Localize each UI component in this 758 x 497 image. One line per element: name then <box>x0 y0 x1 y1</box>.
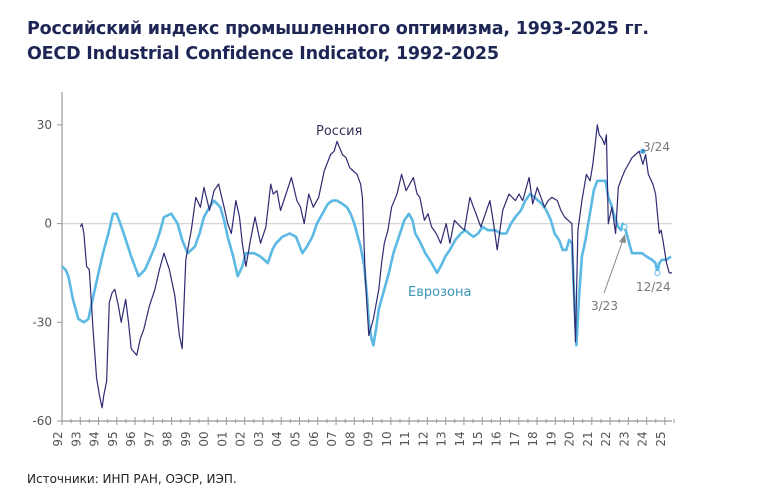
annotation-label-12-24: 12/24 <box>636 280 671 294</box>
annotation-label-3-24: 3/24 <box>643 140 670 154</box>
x-tick-label: 97 <box>142 431 156 446</box>
x-tick-label: 04 <box>270 431 284 446</box>
annotation-arrowhead-3-23 <box>619 234 626 243</box>
y-tick-label: -60 <box>32 414 52 428</box>
series-line-russia <box>79 124 672 409</box>
x-tick-label: 23 <box>617 431 631 446</box>
x-tick-label: 99 <box>179 431 193 446</box>
x-tick-label: 00 <box>197 431 211 446</box>
series-label-eurozone: Еврозона <box>408 285 471 300</box>
x-tick-label: 93 <box>69 431 83 446</box>
annotation-arrow-3-23 <box>603 239 624 294</box>
series-line-eurozone <box>61 179 672 347</box>
x-tick-label: 21 <box>581 431 595 446</box>
x-tick-label: 13 <box>435 431 449 446</box>
chart-title-en: OECD Industrial Confidence Indicator, 19… <box>27 44 499 64</box>
x-tick-label: 17 <box>508 431 522 446</box>
x-tick-label: 98 <box>161 431 175 446</box>
x-tick-label: 09 <box>362 431 376 446</box>
x-tick-label: 07 <box>325 431 339 446</box>
x-tick-label: 05 <box>289 431 303 446</box>
x-tick-label: 22 <box>599 431 613 446</box>
x-tick-label: 18 <box>526 431 540 446</box>
x-tick-label: 96 <box>124 431 138 446</box>
annotation-marker-12-24 <box>654 269 661 276</box>
x-tick-label: 92 <box>51 431 65 446</box>
y-tick-label: 0 <box>44 217 52 231</box>
annotation-marker-3-23 <box>621 223 628 230</box>
x-tick-label: 20 <box>563 431 577 446</box>
x-tick-label: 12 <box>416 431 430 446</box>
x-tick-label: 08 <box>343 431 357 446</box>
annotation-label-3-23: 3/23 <box>591 299 618 313</box>
annotation-marker-3-24 <box>640 148 646 154</box>
y-tick-label: -30 <box>32 315 52 329</box>
x-tick-label: 19 <box>544 431 558 446</box>
source-note: Источники: ИНП РАН, ОЭСР, ИЭП. <box>27 472 237 486</box>
x-tick-label: 01 <box>215 431 229 446</box>
x-tick-label: 14 <box>453 431 467 446</box>
x-tick-label: 11 <box>398 431 412 446</box>
series-label-russia: Россия <box>316 124 362 139</box>
x-tick-label: 94 <box>88 431 102 446</box>
x-tick-label: 03 <box>252 431 266 446</box>
y-tick-label: 30 <box>37 118 52 132</box>
x-tick-label: 24 <box>636 431 650 446</box>
chart-title-ru: Российский индекс промышленного оптимизм… <box>27 19 649 39</box>
x-tick-label: 10 <box>380 431 394 446</box>
x-tick-label: 25 <box>654 431 668 446</box>
x-tick-label: 15 <box>471 431 485 446</box>
x-tick-label: 06 <box>307 431 321 446</box>
x-tick-label: 16 <box>489 431 503 446</box>
x-tick-label: 02 <box>234 431 248 446</box>
x-tick-label: 95 <box>106 431 120 446</box>
